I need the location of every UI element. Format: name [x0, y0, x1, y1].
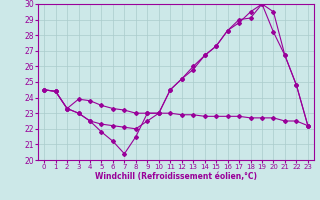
- X-axis label: Windchill (Refroidissement éolien,°C): Windchill (Refroidissement éolien,°C): [95, 172, 257, 181]
